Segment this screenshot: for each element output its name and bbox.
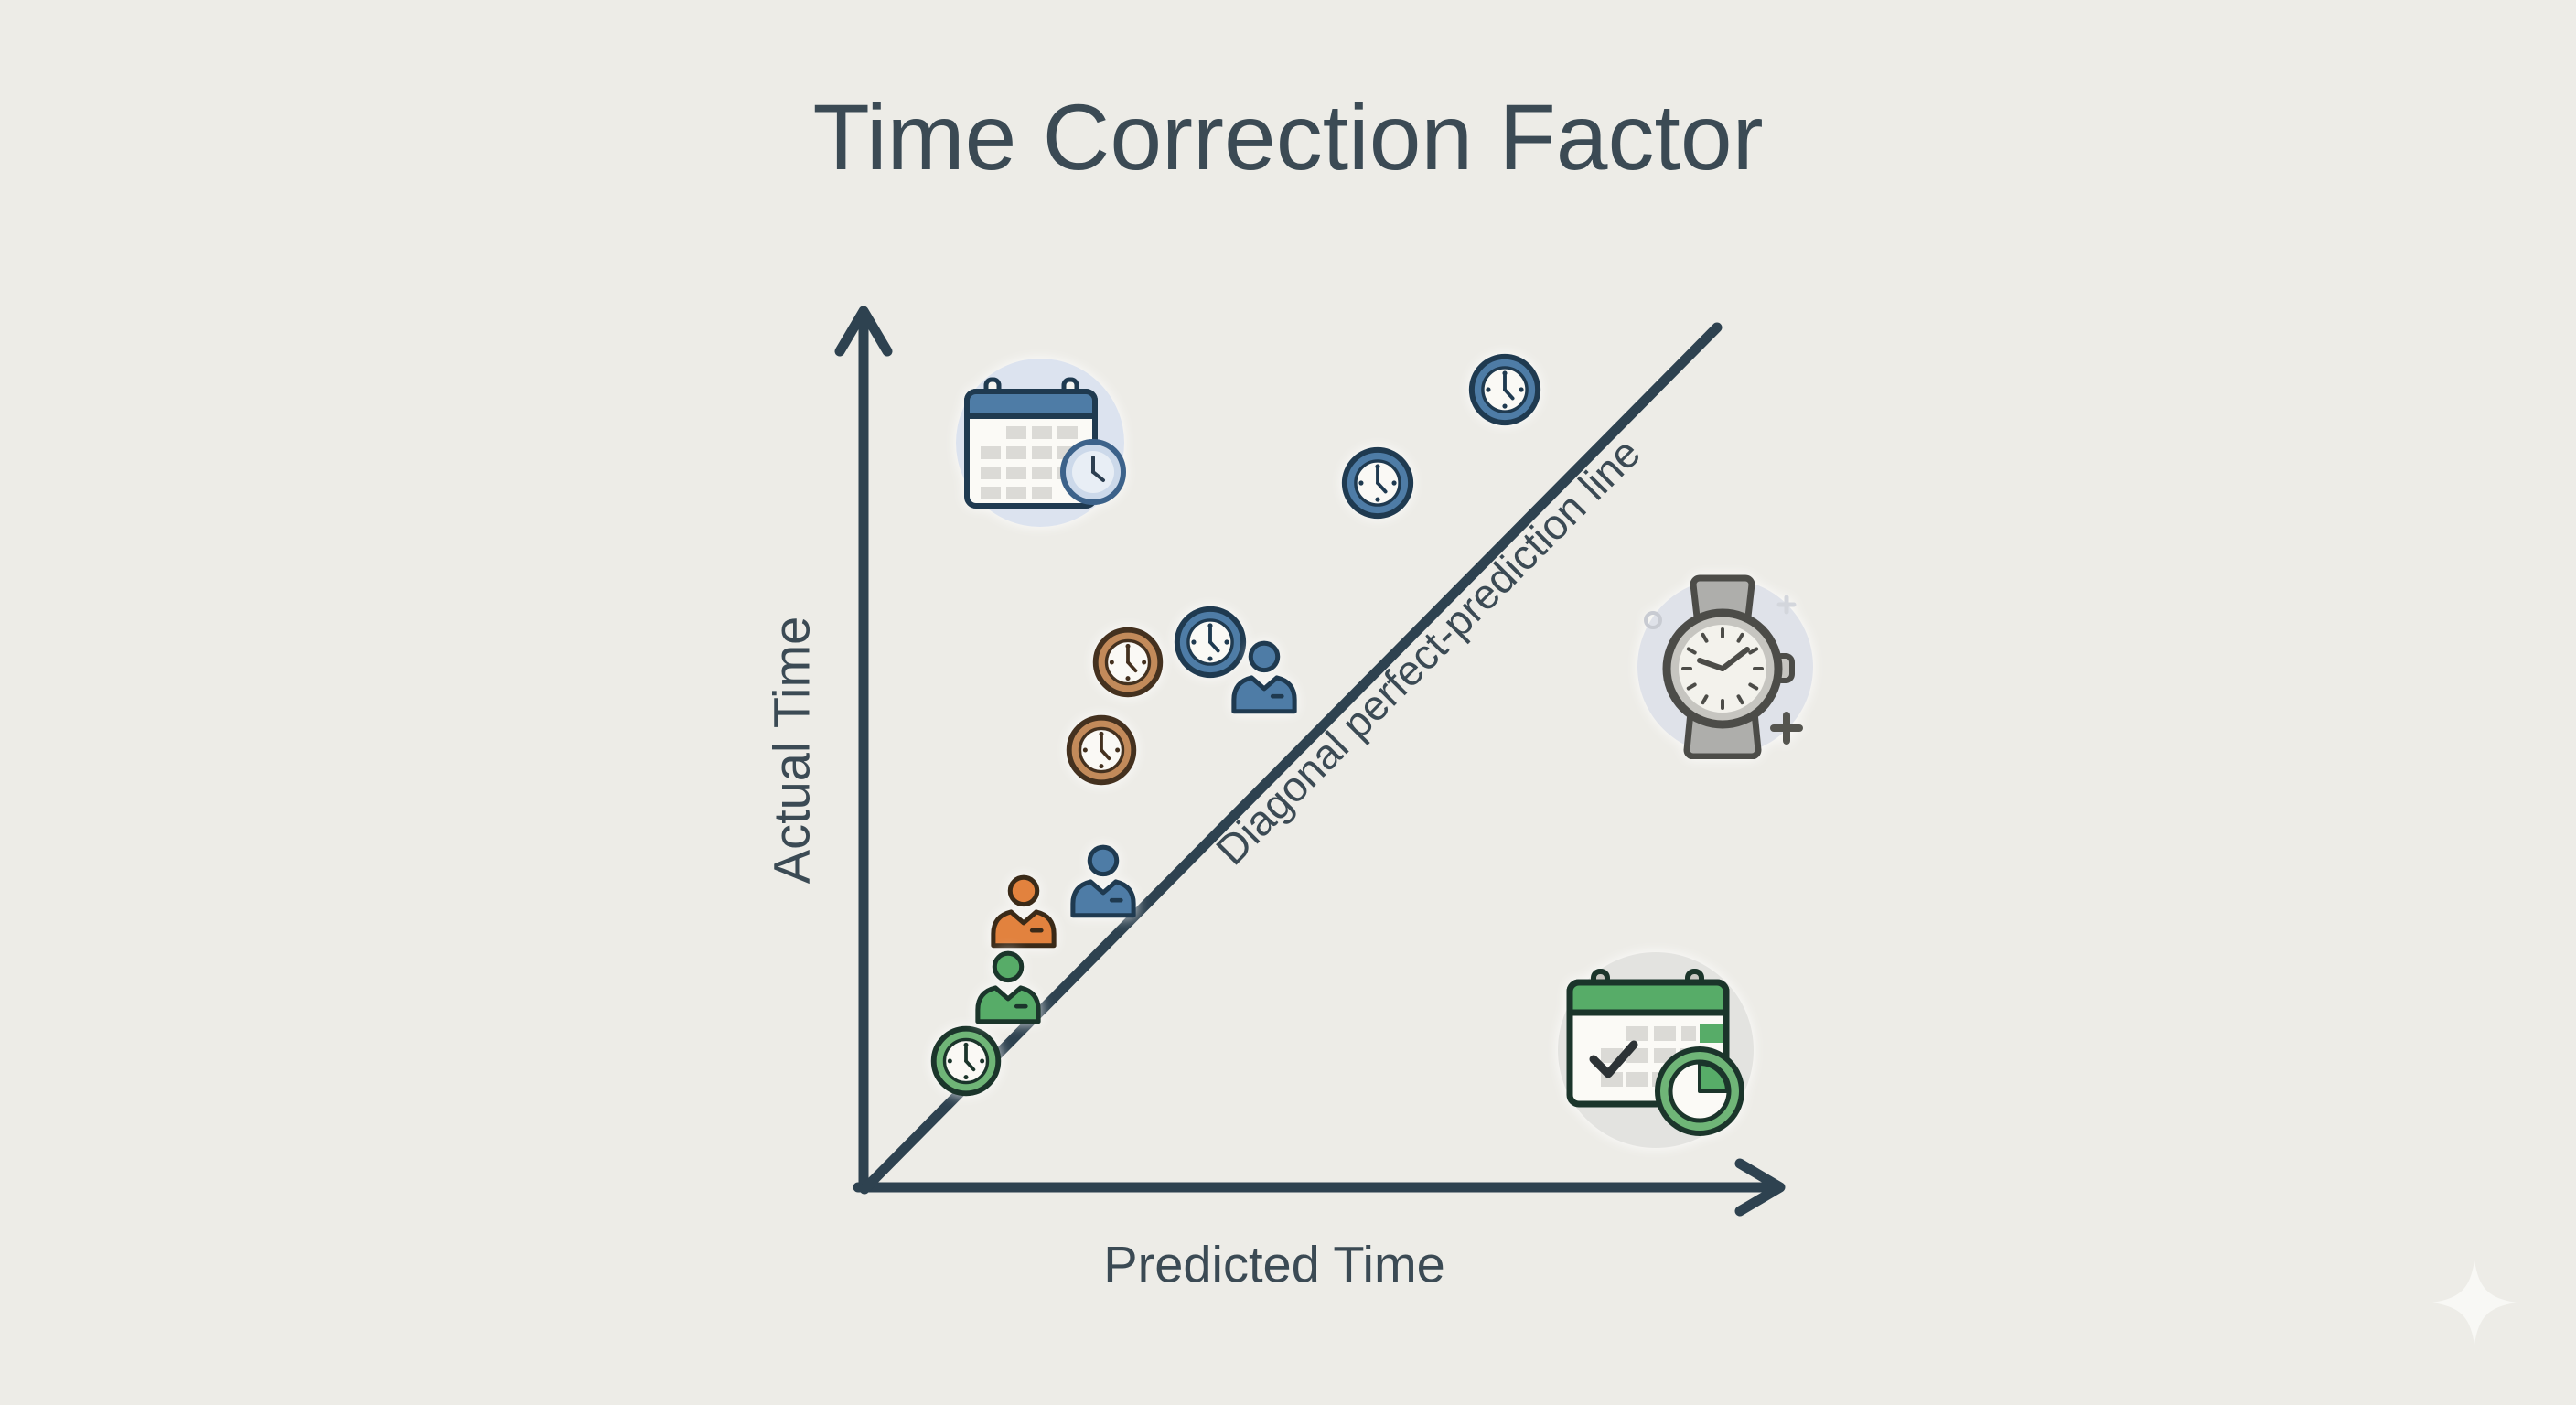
y-axis-arrowhead bbox=[834, 306, 893, 357]
person-icon bbox=[1222, 635, 1306, 719]
clock-icon bbox=[928, 1023, 1004, 1099]
plus-icon bbox=[1770, 712, 1803, 745]
clock-icon bbox=[1063, 712, 1140, 788]
plus-icon bbox=[1776, 595, 1797, 615]
person-icon bbox=[966, 945, 1050, 1029]
gear-icon bbox=[1644, 611, 1662, 629]
sparkle-icon bbox=[2431, 1259, 2518, 1346]
person-icon bbox=[1061, 839, 1145, 923]
calendar-highlight-cell bbox=[1700, 1024, 1723, 1043]
calendar-check-clock-icon bbox=[1553, 948, 1759, 1153]
clock-icon bbox=[1089, 624, 1166, 701]
calendar-clock-icon bbox=[948, 355, 1132, 540]
watch-icon bbox=[1626, 565, 1820, 759]
checkmark-icon bbox=[1589, 1040, 1638, 1078]
page-title: Time Correction Factor bbox=[812, 85, 1764, 189]
diagonal-line bbox=[859, 322, 1723, 1195]
y-axis-label: Actual Time bbox=[762, 616, 821, 885]
clock-icon bbox=[1465, 350, 1544, 429]
person-icon bbox=[982, 869, 1066, 953]
x-axis-arrowhead bbox=[1734, 1158, 1786, 1217]
clock-icon bbox=[1338, 444, 1417, 522]
x-axis-label: Predicted Time bbox=[1103, 1235, 1445, 1293]
